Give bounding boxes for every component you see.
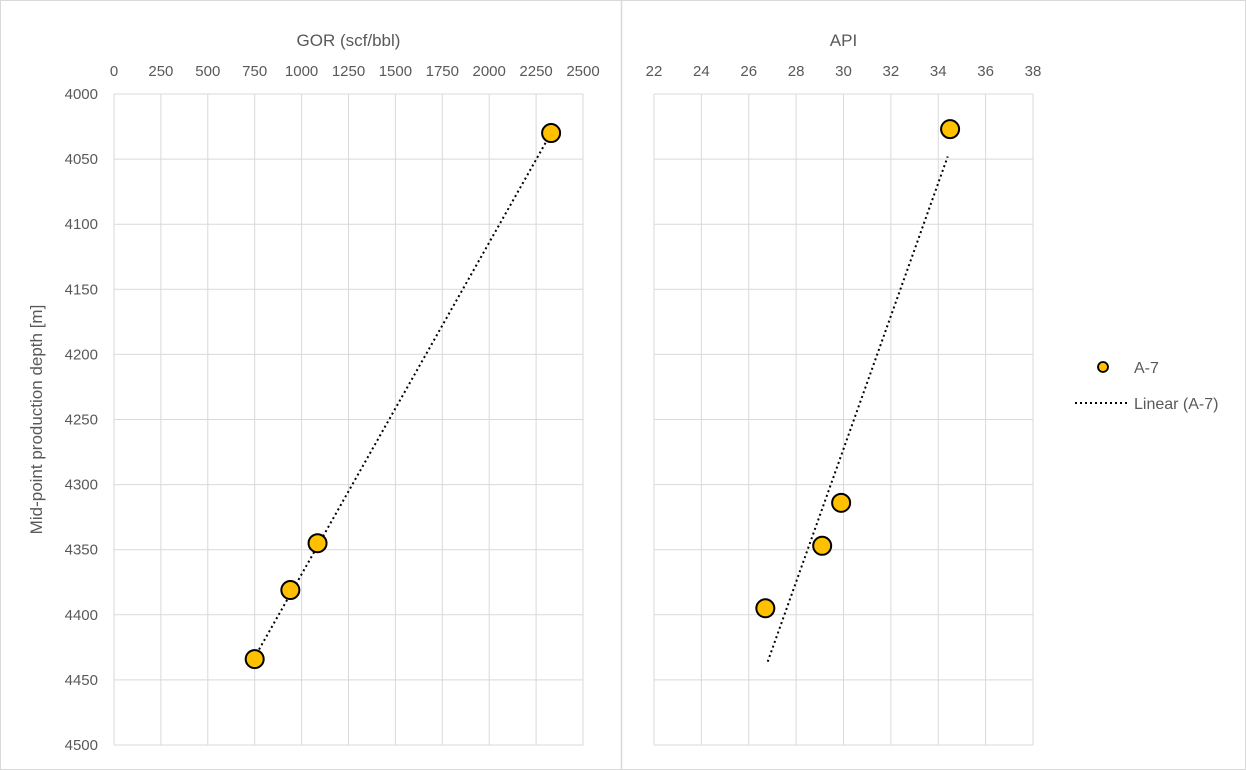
chart1-y-tick-label: 4150 (65, 281, 98, 298)
chart1-x-tick-label: 500 (195, 63, 220, 80)
chart1-data-point (307, 533, 328, 554)
chart1-x-tick-label: 2250 (519, 63, 552, 80)
chart2-x-tick-label: 36 (977, 63, 994, 80)
chart2-data-point (755, 598, 776, 619)
chart2-data-point (812, 535, 833, 556)
chart1-y-tick-label: 4450 (65, 672, 98, 689)
chart1-x-tick-label: 250 (148, 63, 173, 80)
chart1-y-tick-label: 4400 (65, 607, 98, 624)
chart1-data-point (244, 649, 265, 670)
chart2-x-tick-label: 24 (693, 63, 710, 80)
chart2-x-tick-label: 28 (788, 63, 805, 80)
chart1-x-tick-label: 1000 (285, 63, 318, 80)
chart1-y-tick-label: 4200 (65, 346, 98, 363)
legend-label-linear: Linear (A-7) (1134, 396, 1218, 413)
chart2-x-tick-label: 38 (1025, 63, 1042, 80)
chart1-y-tick-label: 4500 (65, 737, 98, 754)
chart1-x-tick-label: 2000 (473, 63, 506, 80)
chart1-y-tick-label: 4000 (65, 86, 98, 103)
chart2-data-point (940, 119, 961, 140)
chart1-data-point (541, 123, 562, 144)
chart2-trendline (766, 156, 949, 663)
legend-label-a7: A-7 (1134, 360, 1159, 377)
chart1-y-tick-label: 4250 (65, 412, 98, 429)
chart1-y-tick-label: 4300 (65, 477, 98, 494)
chart1-y-tick-label: 4100 (65, 216, 98, 233)
chart1-y-tick-label: 4050 (65, 151, 98, 168)
chart1-x-tick-label: 1750 (426, 63, 459, 80)
chart1-y-tick-label: 4350 (65, 542, 98, 559)
chart2-x-axis-title: API (830, 31, 857, 50)
chart2-x-tick-label: 26 (740, 63, 757, 80)
chart1-x-tick-label: 750 (242, 63, 267, 80)
chart2-x-tick-label: 22 (646, 63, 663, 80)
chart1-x-tick-label: 1500 (379, 63, 412, 80)
legend-marker-a7 (1097, 361, 1109, 373)
chart2-data-point (831, 492, 852, 513)
chart1-x-tick-label: 0 (110, 63, 118, 80)
chart1-trendline (255, 132, 552, 655)
chart1-data-point (280, 580, 301, 601)
chart1-x-tick-label: 2500 (566, 63, 599, 80)
chart2-x-tick-label: 34 (930, 63, 947, 80)
chart2-x-tick-label: 30 (835, 63, 852, 80)
chart1-x-axis-title: GOR (scf/bbl) (297, 31, 401, 50)
chart1-y-axis-title: Mid-point production depth [m] (27, 305, 46, 535)
chart1-x-tick-label: 1250 (332, 63, 365, 80)
chart2-x-tick-label: 32 (883, 63, 900, 80)
